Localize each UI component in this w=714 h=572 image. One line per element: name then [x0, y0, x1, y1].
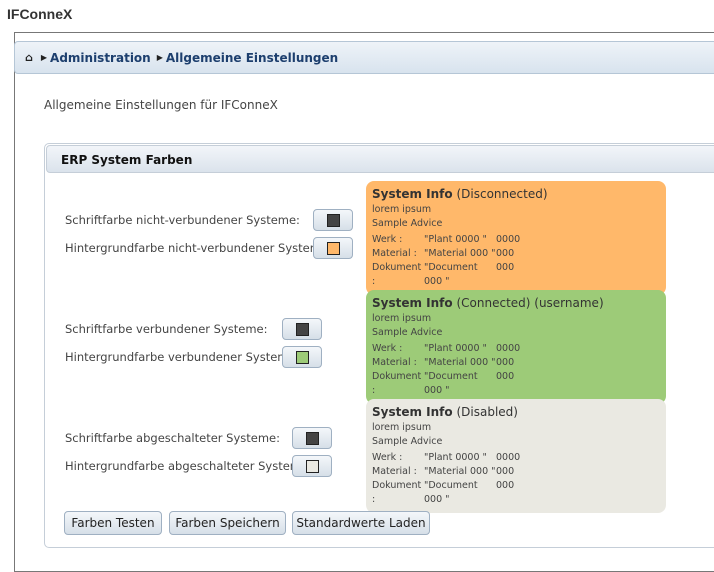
color-swatch: [295, 350, 309, 364]
test-colors-button[interactable]: Farben Testen: [64, 511, 162, 535]
breadcrumb-administration[interactable]: Administration: [50, 50, 151, 65]
font-color-picker[interactable]: [282, 318, 322, 340]
home-icon[interactable]: ⌂: [25, 51, 33, 64]
card-detail-row: Dokument : "Document 000 " 000: [372, 370, 660, 398]
detail-name: "Plant 0000 ": [424, 234, 487, 245]
font-color-label: Schriftfarbe nicht-verbundener Systeme:: [65, 213, 300, 227]
chevron-right-icon: ▶: [40, 53, 48, 62]
background-color-label: Hintergrundfarbe abgeschalteter Systeme:: [65, 459, 312, 473]
card-detail-row: Material : "Material 000 " 000: [372, 465, 660, 479]
color-swatch: [326, 241, 340, 255]
card-detail-row: Dokument : "Document 000 " 000: [372, 479, 660, 507]
card-line: lorem ipsum: [372, 204, 432, 215]
card-detail-row: Werk : "Plant 0000 " 0000: [372, 233, 660, 247]
card-detail-row: Material : "Material 000 " 000: [372, 247, 660, 261]
breadcrumb: ⌂ ▶ Administration ▶ Allgemeine Einstell…: [14, 41, 714, 74]
detail-name: "Document 000 ": [424, 371, 478, 396]
detail-value: 000: [496, 357, 515, 368]
load-defaults-button[interactable]: Standardwerte Laden: [292, 511, 430, 535]
background-color-picker[interactable]: [313, 237, 353, 259]
detail-label: Werk :: [372, 343, 403, 354]
background-color-picker[interactable]: [292, 455, 332, 477]
card-detail-row: Werk : "Plant 0000 " 0000: [372, 451, 660, 465]
card-title: System Info: [372, 296, 453, 310]
detail-value: 000: [496, 480, 515, 491]
detail-label: Dokument :: [372, 480, 422, 505]
detail-name: "Material 000 ": [424, 248, 496, 259]
card-title: System Info: [372, 405, 453, 419]
card-line: Sample Advice: [372, 218, 443, 229]
detail-label: Material :: [372, 357, 417, 368]
card-detail-row: Material : "Material 000 " 000: [372, 356, 660, 370]
font-color-picker[interactable]: [292, 427, 332, 449]
erp-colors-panel: [44, 143, 714, 548]
detail-label: Dokument :: [372, 262, 422, 287]
detail-label: Material :: [372, 248, 417, 259]
detail-name: "Document 000 ": [424, 262, 478, 287]
color-swatch: [305, 459, 319, 473]
color-swatch: [326, 213, 340, 227]
card-status: (Connected) (username): [456, 296, 604, 310]
system-info-preview: System Info (Disabled) lorem ipsum Sampl…: [366, 399, 666, 513]
page-description: Allgemeine Einstellungen für IFConneX: [44, 98, 278, 112]
detail-value: 000: [496, 466, 515, 477]
detail-label: Material :: [372, 466, 417, 477]
detail-name: "Material 000 ": [424, 357, 496, 368]
card-line: lorem ipsum: [372, 313, 432, 324]
font-color-label: Schriftfarbe abgeschalteter Systeme:: [65, 431, 280, 445]
card-detail-row: Werk : "Plant 0000 " 0000: [372, 342, 660, 356]
card-status: (Disconnected): [456, 187, 548, 201]
font-color-label: Schriftfarbe verbundener Systeme:: [65, 322, 268, 336]
background-color-picker[interactable]: [282, 346, 322, 368]
detail-label: Dokument :: [372, 371, 422, 396]
background-color-label: Hintergrundfarbe nicht-verbundener Syste…: [65, 241, 332, 255]
detail-value: 0000: [496, 343, 521, 354]
detail-value: 000: [496, 248, 515, 259]
card-detail-row: Dokument : "Document 000 " 000: [372, 261, 660, 289]
detail-label: Werk :: [372, 234, 403, 245]
detail-value: 0000: [496, 234, 521, 245]
background-color-label: Hintergrundfarbe verbundener Systeme:: [65, 350, 300, 364]
detail-name: "Document 000 ": [424, 480, 478, 505]
save-colors-button[interactable]: Farben Speichern: [169, 511, 286, 535]
detail-value: 0000: [496, 452, 521, 463]
card-line: Sample Advice: [372, 436, 443, 447]
color-swatch: [295, 322, 309, 336]
breadcrumb-allgemeine-einstellungen[interactable]: Allgemeine Einstellungen: [165, 50, 339, 65]
chevron-right-icon: ▶: [156, 53, 163, 62]
detail-label: Werk :: [372, 452, 403, 463]
detail-name: "Plant 0000 ": [424, 452, 487, 463]
color-swatch: [305, 431, 319, 445]
panel-title: ERP System Farben: [46, 145, 714, 173]
app-title: IFConneX: [7, 6, 73, 22]
card-status: (Disabled): [456, 405, 518, 419]
font-color-picker[interactable]: [313, 209, 353, 231]
detail-name: "Plant 0000 ": [424, 343, 487, 354]
system-info-preview: System Info (Connected) (username) lorem…: [366, 290, 666, 404]
card-line: Sample Advice: [372, 327, 443, 338]
detail-value: 000: [496, 371, 515, 382]
detail-name: "Material 000 ": [424, 466, 496, 477]
card-title: System Info: [372, 187, 453, 201]
card-line: lorem ipsum: [372, 422, 432, 433]
detail-value: 000: [496, 262, 515, 273]
system-info-preview: System Info (Disconnected) lorem ipsum S…: [366, 181, 666, 295]
